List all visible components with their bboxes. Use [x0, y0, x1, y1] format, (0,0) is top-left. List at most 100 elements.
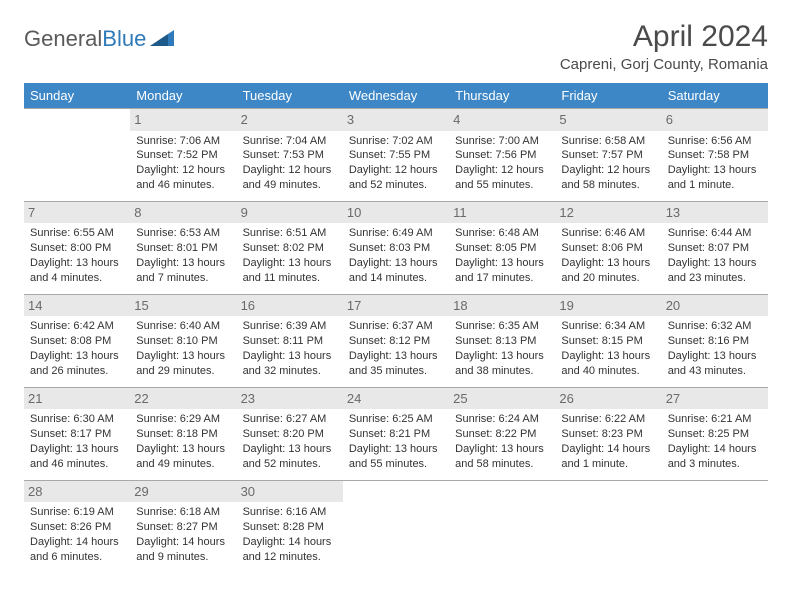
- day-number: 16: [237, 295, 343, 317]
- sunrise-text: Sunrise: 6:49 AM: [349, 226, 443, 241]
- calendar-cell: 19Sunrise: 6:34 AMSunset: 8:15 PMDayligh…: [555, 294, 661, 387]
- weekday-header: Wednesday: [343, 83, 449, 109]
- sunset-text: Sunset: 8:07 PM: [668, 241, 762, 256]
- sunset-text: Sunset: 8:16 PM: [668, 334, 762, 349]
- weekday-header: Tuesday: [237, 83, 343, 109]
- day-number: 3: [343, 109, 449, 131]
- daylight-text: Daylight: 13 hours: [455, 349, 549, 364]
- day-number: 21: [24, 388, 130, 410]
- daylight-text: Daylight: 13 hours: [243, 442, 337, 457]
- daylight-text: and 32 minutes.: [243, 364, 337, 379]
- sunset-text: Sunset: 8:10 PM: [136, 334, 230, 349]
- daylight-text: and 40 minutes.: [561, 364, 655, 379]
- sunrise-text: Sunrise: 6:42 AM: [30, 319, 124, 334]
- sunrise-text: Sunrise: 6:58 AM: [561, 134, 655, 149]
- sunset-text: Sunset: 8:20 PM: [243, 427, 337, 442]
- sunset-text: Sunset: 8:28 PM: [243, 520, 337, 535]
- sunrise-text: Sunrise: 6:18 AM: [136, 505, 230, 520]
- day-number: 26: [555, 388, 661, 410]
- daylight-text: and 35 minutes.: [349, 364, 443, 379]
- calendar-week-row: 28Sunrise: 6:19 AMSunset: 8:26 PMDayligh…: [24, 480, 768, 572]
- weekday-header: Thursday: [449, 83, 555, 109]
- location: Capreni, Gorj County, Romania: [560, 56, 768, 73]
- calendar-cell: 12Sunrise: 6:46 AMSunset: 8:06 PMDayligh…: [555, 201, 661, 294]
- sunrise-text: Sunrise: 6:44 AM: [668, 226, 762, 241]
- day-number: 2: [237, 109, 343, 131]
- sunset-text: Sunset: 8:03 PM: [349, 241, 443, 256]
- calendar-week-row: 14Sunrise: 6:42 AMSunset: 8:08 PMDayligh…: [24, 294, 768, 387]
- sunset-text: Sunset: 8:21 PM: [349, 427, 443, 442]
- calendar-cell: 27Sunrise: 6:21 AMSunset: 8:25 PMDayligh…: [662, 387, 768, 480]
- daylight-text: Daylight: 13 hours: [243, 256, 337, 271]
- day-number: 15: [130, 295, 236, 317]
- daylight-text: Daylight: 13 hours: [561, 349, 655, 364]
- daylight-text: and 58 minutes.: [455, 457, 549, 472]
- daylight-text: and 49 minutes.: [243, 178, 337, 193]
- daylight-text: Daylight: 13 hours: [668, 256, 762, 271]
- daylight-text: Daylight: 13 hours: [349, 349, 443, 364]
- day-number: 20: [662, 295, 768, 317]
- sunrise-text: Sunrise: 6:53 AM: [136, 226, 230, 241]
- sunset-text: Sunset: 8:12 PM: [349, 334, 443, 349]
- weekday-header: Saturday: [662, 83, 768, 109]
- day-number: 19: [555, 295, 661, 317]
- daylight-text: and 26 minutes.: [30, 364, 124, 379]
- calendar-cell: 3Sunrise: 7:02 AMSunset: 7:55 PMDaylight…: [343, 109, 449, 202]
- daylight-text: Daylight: 13 hours: [668, 163, 762, 178]
- sunrise-text: Sunrise: 7:00 AM: [455, 134, 549, 149]
- calendar-cell: 28Sunrise: 6:19 AMSunset: 8:26 PMDayligh…: [24, 480, 130, 572]
- daylight-text: and 29 minutes.: [136, 364, 230, 379]
- calendar-cell: 18Sunrise: 6:35 AMSunset: 8:13 PMDayligh…: [449, 294, 555, 387]
- daylight-text: Daylight: 14 hours: [243, 535, 337, 550]
- daylight-text: Daylight: 12 hours: [136, 163, 230, 178]
- sunrise-text: Sunrise: 6:51 AM: [243, 226, 337, 241]
- day-number: 30: [237, 481, 343, 503]
- daylight-text: and 46 minutes.: [30, 457, 124, 472]
- title-block: April 2024 Capreni, Gorj County, Romania: [560, 20, 768, 73]
- sunset-text: Sunset: 8:23 PM: [561, 427, 655, 442]
- sunset-text: Sunset: 7:53 PM: [243, 148, 337, 163]
- sunrise-text: Sunrise: 6:21 AM: [668, 412, 762, 427]
- calendar-cell: 30Sunrise: 6:16 AMSunset: 8:28 PMDayligh…: [237, 480, 343, 572]
- day-number: 5: [555, 109, 661, 131]
- day-number: 28: [24, 481, 130, 503]
- day-number: 17: [343, 295, 449, 317]
- sunset-text: Sunset: 7:58 PM: [668, 148, 762, 163]
- weekday-header-row: Sunday Monday Tuesday Wednesday Thursday…: [24, 83, 768, 109]
- sunset-text: Sunset: 8:17 PM: [30, 427, 124, 442]
- daylight-text: Daylight: 14 hours: [561, 442, 655, 457]
- calendar-cell: 2Sunrise: 7:04 AMSunset: 7:53 PMDaylight…: [237, 109, 343, 202]
- day-number: 27: [662, 388, 768, 410]
- logo-text: GeneralBlue: [24, 26, 146, 52]
- sunrise-text: Sunrise: 6:22 AM: [561, 412, 655, 427]
- daylight-text: Daylight: 14 hours: [668, 442, 762, 457]
- calendar-cell: 16Sunrise: 6:39 AMSunset: 8:11 PMDayligh…: [237, 294, 343, 387]
- sunrise-text: Sunrise: 6:30 AM: [30, 412, 124, 427]
- daylight-text: Daylight: 13 hours: [30, 256, 124, 271]
- calendar-cell: 21Sunrise: 6:30 AMSunset: 8:17 PMDayligh…: [24, 387, 130, 480]
- sunset-text: Sunset: 7:52 PM: [136, 148, 230, 163]
- sunrise-text: Sunrise: 6:25 AM: [349, 412, 443, 427]
- calendar-cell: 25Sunrise: 6:24 AMSunset: 8:22 PMDayligh…: [449, 387, 555, 480]
- calendar-cell: [343, 480, 449, 572]
- month-title: April 2024: [560, 20, 768, 54]
- daylight-text: and 52 minutes.: [349, 178, 443, 193]
- weekday-header: Friday: [555, 83, 661, 109]
- day-number: 8: [130, 202, 236, 224]
- sunset-text: Sunset: 8:13 PM: [455, 334, 549, 349]
- daylight-text: and 12 minutes.: [243, 550, 337, 565]
- calendar-cell: 17Sunrise: 6:37 AMSunset: 8:12 PMDayligh…: [343, 294, 449, 387]
- daylight-text: and 6 minutes.: [30, 550, 124, 565]
- day-number: 7: [24, 202, 130, 224]
- calendar-cell: 11Sunrise: 6:48 AMSunset: 8:05 PMDayligh…: [449, 201, 555, 294]
- logo-text-part1: General: [24, 26, 102, 51]
- calendar-cell: 24Sunrise: 6:25 AMSunset: 8:21 PMDayligh…: [343, 387, 449, 480]
- sunrise-text: Sunrise: 6:35 AM: [455, 319, 549, 334]
- daylight-text: and 3 minutes.: [668, 457, 762, 472]
- sunrise-text: Sunrise: 6:46 AM: [561, 226, 655, 241]
- sunrise-text: Sunrise: 6:27 AM: [243, 412, 337, 427]
- daylight-text: Daylight: 13 hours: [136, 256, 230, 271]
- day-number: 11: [449, 202, 555, 224]
- calendar-week-row: 1Sunrise: 7:06 AMSunset: 7:52 PMDaylight…: [24, 109, 768, 202]
- daylight-text: and 49 minutes.: [136, 457, 230, 472]
